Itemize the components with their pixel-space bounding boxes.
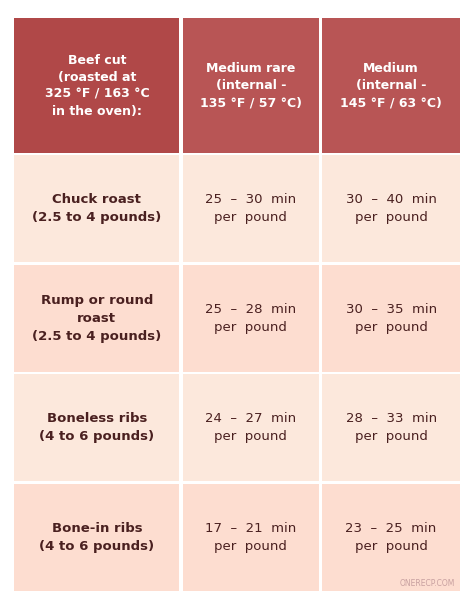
FancyBboxPatch shape: [183, 155, 319, 262]
Text: Bone-in ribs
(4 to 6 pounds): Bone-in ribs (4 to 6 pounds): [39, 522, 155, 553]
Text: 23  –  25  min
per  pound: 23 – 25 min per pound: [346, 522, 437, 553]
Text: 30  –  35  min
per  pound: 30 – 35 min per pound: [346, 303, 437, 334]
FancyBboxPatch shape: [14, 155, 179, 262]
FancyBboxPatch shape: [183, 484, 319, 591]
Text: ONERECP.COM: ONERECP.COM: [400, 579, 455, 588]
Text: 30  –  40  min
per  pound: 30 – 40 min per pound: [346, 193, 437, 224]
Text: Boneless ribs
(4 to 6 pounds): Boneless ribs (4 to 6 pounds): [39, 412, 155, 443]
FancyBboxPatch shape: [183, 18, 319, 153]
FancyBboxPatch shape: [322, 155, 460, 262]
Text: Medium
(internal -
145 °F / 63 °C): Medium (internal - 145 °F / 63 °C): [340, 62, 442, 109]
Text: 28  –  33  min
per  pound: 28 – 33 min per pound: [346, 412, 437, 443]
Text: Medium rare
(internal -
135 °F / 57 °C): Medium rare (internal - 135 °F / 57 °C): [200, 62, 302, 109]
FancyBboxPatch shape: [322, 374, 460, 481]
FancyBboxPatch shape: [322, 265, 460, 371]
Text: Chuck roast
(2.5 to 4 pounds): Chuck roast (2.5 to 4 pounds): [32, 193, 162, 224]
FancyBboxPatch shape: [183, 374, 319, 481]
FancyBboxPatch shape: [322, 484, 460, 591]
Text: 25  –  28  min
per  pound: 25 – 28 min per pound: [205, 303, 296, 334]
Text: Beef cut
(roasted at
325 °F / 163 °C
in the oven):: Beef cut (roasted at 325 °F / 163 °C in …: [45, 54, 149, 118]
FancyBboxPatch shape: [14, 484, 179, 591]
FancyBboxPatch shape: [183, 265, 319, 371]
FancyBboxPatch shape: [322, 18, 460, 153]
FancyBboxPatch shape: [14, 374, 179, 481]
Text: 24  –  27  min
per  pound: 24 – 27 min per pound: [205, 412, 296, 443]
FancyBboxPatch shape: [14, 265, 179, 371]
FancyBboxPatch shape: [14, 18, 179, 153]
Text: Rump or round
roast
(2.5 to 4 pounds): Rump or round roast (2.5 to 4 pounds): [32, 294, 162, 343]
Text: 17  –  21  min
per  pound: 17 – 21 min per pound: [205, 522, 297, 553]
Text: 25  –  30  min
per  pound: 25 – 30 min per pound: [205, 193, 296, 224]
